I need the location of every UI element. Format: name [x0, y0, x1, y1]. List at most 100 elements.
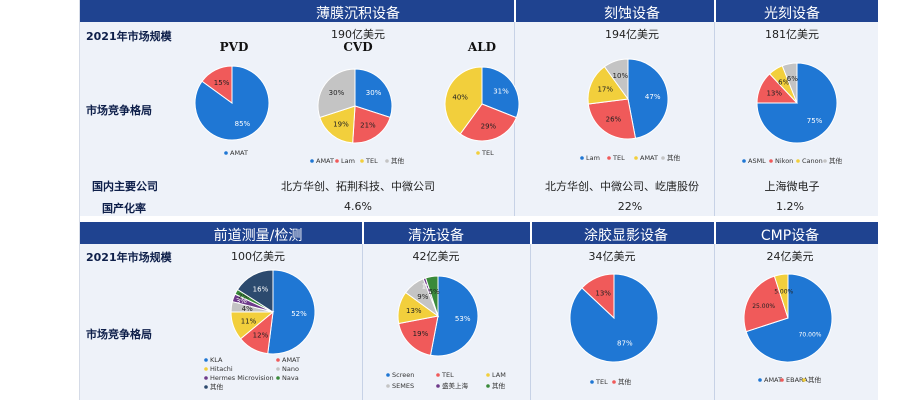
pie-4-legend-label-3: 其他	[829, 156, 843, 165]
pie-6-legend-label-3: SEMES	[392, 382, 414, 390]
pie-5-slice-label-6: 16%	[253, 286, 269, 294]
pie-4-slice-label-0: 75%	[807, 117, 823, 125]
pie-1-slice-1	[352, 105, 391, 144]
pie-8-slice-label-1: 25.00%	[752, 303, 775, 310]
pie-3-legend-label-1: TEL	[612, 154, 625, 162]
thin-film-domestic-companies: 北方华创、拓荆科技、中微公司	[281, 180, 435, 193]
pie-3-slice-2	[587, 65, 629, 105]
pie-1-slice-label-0: 30%	[366, 89, 382, 97]
left-divider	[79, 0, 80, 400]
pie-4-legend-marker-2	[796, 159, 800, 163]
pie-5-legend-label-4: Hermes Microvision	[210, 374, 274, 382]
pie-8-slice-0	[745, 273, 833, 363]
pie-1-slice-0	[354, 68, 393, 119]
pie-8-slice-label-0: 70.00%	[799, 332, 822, 339]
pie-5-slice-label-5: 2%	[238, 292, 249, 300]
pie-5-slice-label-4: 3%	[236, 297, 247, 305]
pie-7-legend-marker-1	[612, 380, 616, 384]
pie-3-slice-label-2: 17%	[597, 86, 613, 94]
bottom-panel-divider-1	[362, 244, 363, 400]
pie-8-legend-label-1: EBARA	[786, 376, 808, 384]
pie-6-legend-label-0: Screen	[392, 371, 414, 379]
pie-3-slice-label-0: 47%	[645, 93, 661, 101]
coating-market-size: 34亿美元	[588, 250, 636, 263]
pie-4-legend-marker-1	[769, 159, 773, 163]
pie-8-legend-marker-0	[758, 378, 762, 382]
pie-3-legend-marker-2	[634, 156, 638, 160]
pie-2-slice-1	[459, 103, 518, 142]
pie-8-legend-marker-2	[802, 378, 806, 382]
pie-5-slice-label-1: 12%	[253, 331, 269, 339]
pie-1-legend-marker-1	[335, 159, 339, 163]
pie-1-legend-label-1: Lam	[341, 157, 355, 165]
pie-6-slice-label-0: 53%	[455, 315, 471, 323]
pie-1-legend-marker-3	[385, 159, 389, 163]
top-header-separator-2	[714, 0, 716, 22]
pie-6-slice-label-4: 1%	[422, 282, 433, 290]
pie-6-slice-label-1: 19%	[413, 330, 429, 338]
pie-6-legend-label-5: 其他	[492, 381, 506, 390]
bottom-header-separator-2	[530, 222, 532, 244]
pie-7-legend-marker-0	[590, 380, 594, 384]
pie-1-legend-label-2: TEL	[365, 157, 378, 165]
pie-6-legend-marker-5	[486, 384, 490, 388]
cleaning-market-size: 42亿美元	[412, 250, 460, 263]
pie-3-legend-marker-3	[661, 156, 665, 160]
header-metrology: 前道测量/检测	[213, 228, 303, 244]
pie-5-legend-marker-5	[276, 376, 280, 380]
pie-4-slice-label-2: 6%	[778, 79, 789, 87]
pie-6-slice-0	[429, 275, 479, 357]
header-litho: 光刻设备	[764, 6, 820, 22]
row-label-market-size: 2021年市场规模	[86, 30, 172, 43]
pie-5-legend-label-0: KLA	[210, 356, 223, 364]
etch-localization-rate: 22%	[617, 200, 643, 213]
pie-1-slice-label-1: 21%	[360, 121, 376, 129]
pie-0-legend-marker-0	[224, 151, 228, 155]
pie-6-slice-5	[425, 275, 439, 317]
row-label-competition: 市场竞争格局	[86, 104, 152, 117]
pie-1-legend-label-0: AMAT	[316, 157, 334, 165]
pie-5-slice-0	[267, 269, 316, 355]
top-header-bar	[80, 0, 878, 22]
header-cleaning: 清洗设备	[408, 228, 464, 244]
pie-6-legend-label-4: 盛美上海	[442, 381, 469, 390]
pie-0-legend-label-0: AMAT	[230, 149, 248, 157]
pie-7-slice-label-1: 13%	[595, 289, 611, 297]
pie-1-legend-marker-0	[310, 159, 314, 163]
pie-5-slice-6	[236, 269, 274, 313]
row-label-competition-2: 市场竞争格局	[86, 328, 152, 341]
etch-domestic-companies: 北方华创、中微公司、屹唐股份	[545, 180, 699, 193]
pie-5-legend-marker-1	[276, 358, 280, 362]
metrology-market-size: 100亿美元	[231, 250, 285, 263]
pie-4-legend-marker-3	[823, 159, 827, 163]
pie-0-slice-label-1: 15%	[214, 79, 230, 87]
pie-1-slice-2	[319, 105, 356, 144]
litho-domestic-companies: 上海微电子	[764, 180, 820, 193]
pie-3-slice-label-3: 10%	[613, 72, 629, 80]
pie-7-legend-label-0: TEL	[595, 378, 608, 386]
pie-6-legend-marker-3	[386, 384, 390, 388]
pie-1-legend-marker-2	[360, 159, 364, 163]
pie-6-legend-marker-2	[486, 373, 490, 377]
pie-3-legend-label-2: AMAT	[640, 154, 658, 162]
pie-6-slice-label-5: 5%	[429, 288, 440, 296]
litho-localization-rate: 1.2%	[776, 200, 804, 213]
pie-3-slice-3	[603, 58, 629, 101]
pie-2-slice-label-2: 40%	[452, 93, 468, 101]
pie-1-slice-label-2: 19%	[333, 121, 349, 129]
row-label-localization: 国产化率	[102, 202, 146, 215]
pie-0-slice-label-0: 85%	[235, 120, 251, 128]
bottom-header-separator-3	[714, 222, 716, 244]
bottom-panel-divider-2	[530, 244, 531, 400]
pie-8-legend-label-2: 其他	[808, 375, 822, 384]
top-panel-divider-2	[714, 22, 715, 216]
pie-3-slice-label-1: 26%	[606, 116, 622, 124]
pie-4-legend-label-0: ASML	[748, 157, 766, 165]
thin-film-localization-rate: 4.6%	[344, 200, 372, 213]
pie-1-slice-label-3: 30%	[329, 89, 345, 97]
pie-6-slice-label-3: 9%	[417, 293, 428, 301]
pie-2-slice-label-0: 31%	[493, 88, 509, 96]
pie-title-cvd: CVD	[343, 40, 373, 54]
pie-5-slice-label-0: 52%	[291, 310, 307, 318]
